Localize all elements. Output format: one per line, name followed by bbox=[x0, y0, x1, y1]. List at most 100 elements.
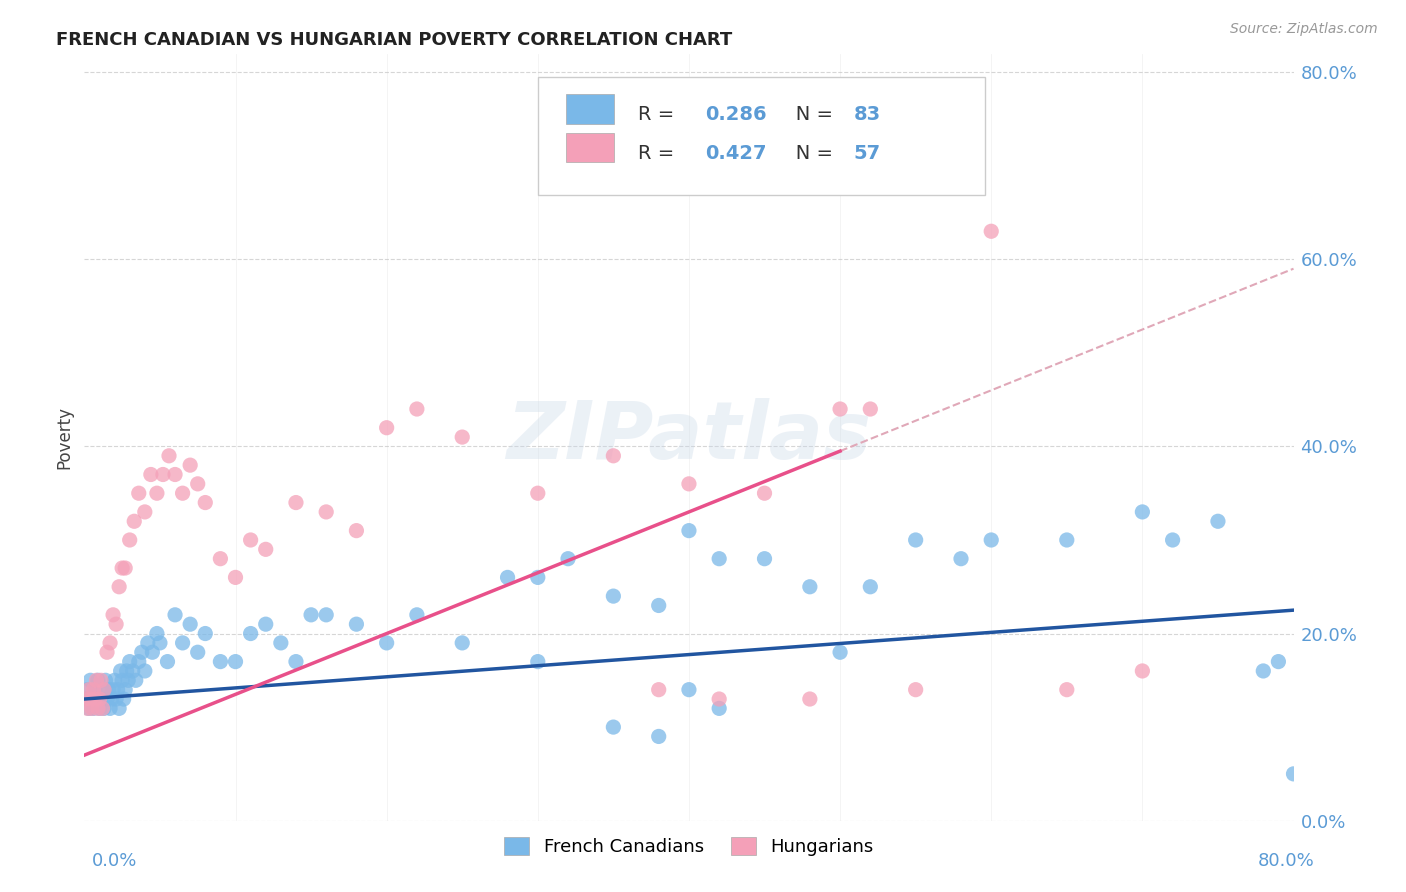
Point bbox=[98, 636, 121, 650]
Text: 0.0%: 0.0% bbox=[91, 852, 136, 870]
Point bbox=[75, 692, 97, 706]
Point bbox=[172, 636, 194, 650]
FancyBboxPatch shape bbox=[538, 77, 986, 195]
Point bbox=[830, 130, 852, 145]
Point bbox=[254, 617, 277, 632]
Point bbox=[678, 682, 700, 697]
Point bbox=[527, 655, 550, 669]
Point bbox=[115, 664, 138, 678]
Point bbox=[139, 467, 162, 482]
Point bbox=[209, 551, 232, 566]
Text: 83: 83 bbox=[853, 105, 880, 124]
Point bbox=[156, 655, 179, 669]
Point bbox=[146, 626, 169, 640]
Point bbox=[89, 692, 111, 706]
Point bbox=[648, 730, 671, 744]
Point bbox=[1161, 533, 1184, 547]
Point bbox=[134, 664, 156, 678]
Point bbox=[84, 692, 107, 706]
Point bbox=[108, 580, 131, 594]
Point bbox=[859, 580, 882, 594]
Text: ZIPatlas: ZIPatlas bbox=[506, 398, 872, 476]
Point bbox=[146, 486, 169, 500]
Point bbox=[80, 701, 103, 715]
Point bbox=[270, 636, 292, 650]
Point bbox=[859, 402, 882, 417]
Point bbox=[406, 607, 429, 622]
Point bbox=[101, 607, 124, 622]
Point bbox=[93, 701, 115, 715]
Point bbox=[79, 673, 101, 688]
Point bbox=[1130, 664, 1153, 678]
Point bbox=[299, 607, 322, 622]
Point bbox=[90, 692, 112, 706]
Point bbox=[285, 655, 308, 669]
Point bbox=[980, 224, 1002, 238]
Text: R =: R = bbox=[638, 105, 681, 124]
Point bbox=[105, 617, 128, 632]
Text: Source: ZipAtlas.com: Source: ZipAtlas.com bbox=[1230, 22, 1378, 37]
Point bbox=[165, 467, 187, 482]
Point bbox=[709, 692, 731, 706]
Point bbox=[451, 636, 474, 650]
Point bbox=[678, 524, 700, 538]
Point bbox=[111, 561, 134, 575]
Point bbox=[108, 701, 131, 715]
Point bbox=[1267, 655, 1289, 669]
Point bbox=[76, 682, 98, 697]
Legend: French Canadians, Hungarians: French Canadians, Hungarians bbox=[495, 828, 883, 865]
Point bbox=[239, 533, 262, 547]
Point bbox=[84, 682, 107, 697]
Point bbox=[527, 570, 550, 584]
Point bbox=[557, 551, 579, 566]
Point bbox=[602, 449, 624, 463]
Point bbox=[179, 617, 201, 632]
Point bbox=[375, 636, 398, 650]
Point bbox=[157, 449, 180, 463]
Point bbox=[179, 458, 201, 472]
Point bbox=[121, 664, 143, 678]
Point bbox=[1253, 664, 1275, 678]
Point bbox=[125, 673, 148, 688]
Point bbox=[754, 486, 776, 500]
Point bbox=[152, 467, 174, 482]
Point bbox=[79, 692, 101, 706]
Point bbox=[141, 645, 163, 659]
Text: R =: R = bbox=[638, 144, 681, 162]
Point bbox=[239, 626, 262, 640]
Point bbox=[107, 682, 129, 697]
Point bbox=[90, 673, 112, 688]
Point bbox=[346, 524, 368, 538]
Text: 0.286: 0.286 bbox=[704, 105, 766, 124]
Point bbox=[77, 701, 100, 715]
Text: N =: N = bbox=[778, 144, 839, 162]
Point bbox=[118, 655, 141, 669]
Point bbox=[799, 692, 821, 706]
Point bbox=[100, 692, 122, 706]
Point bbox=[89, 701, 111, 715]
Point bbox=[75, 692, 97, 706]
Point bbox=[799, 580, 821, 594]
Point bbox=[87, 701, 110, 715]
Point bbox=[1130, 505, 1153, 519]
Point bbox=[80, 692, 103, 706]
Point bbox=[91, 701, 114, 715]
Point bbox=[496, 570, 519, 584]
Point bbox=[1056, 533, 1078, 547]
Point bbox=[648, 682, 671, 697]
Point bbox=[194, 495, 217, 509]
Point bbox=[346, 617, 368, 632]
FancyBboxPatch shape bbox=[565, 133, 614, 162]
Point bbox=[830, 645, 852, 659]
Point bbox=[77, 682, 100, 697]
Point bbox=[451, 430, 474, 444]
Point bbox=[96, 645, 118, 659]
Point bbox=[105, 692, 128, 706]
FancyBboxPatch shape bbox=[565, 95, 614, 124]
Point bbox=[187, 476, 209, 491]
Point bbox=[1206, 514, 1229, 528]
Point bbox=[149, 636, 172, 650]
Point bbox=[111, 673, 134, 688]
Point bbox=[904, 682, 927, 697]
Point bbox=[648, 599, 671, 613]
